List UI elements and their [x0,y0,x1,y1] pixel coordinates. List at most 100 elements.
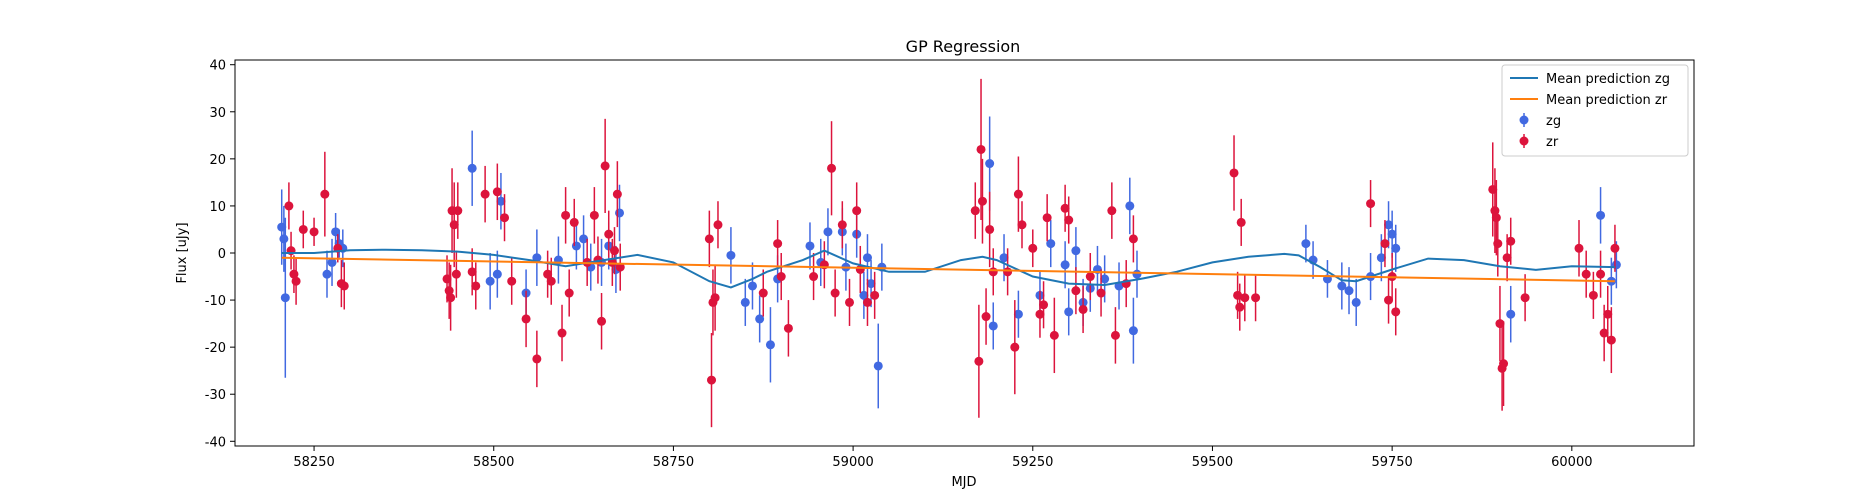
data-point-zr [837,220,847,230]
line-mean-prediction-zg [281,248,1615,289]
data-point-zr [1384,295,1394,305]
legend-label: Mean prediction zg [1546,72,1670,87]
legend-label: zg [1546,114,1561,129]
data-point-zg [1596,210,1606,220]
data-point-zg [755,314,765,324]
data-point-zr [985,224,995,234]
data-point-zr [852,206,862,216]
data-point-zg [1064,307,1074,317]
data-point-zr [827,163,837,173]
data-point-zr [320,189,330,199]
series-zr [284,78,1620,428]
data-point-zr [845,297,855,307]
data-point-zr [298,224,308,234]
data-point-zr [557,328,567,338]
data-point-zr [1003,267,1013,277]
data-point-zr [521,314,531,324]
data-point-zg [492,269,502,279]
data-point-zr [809,272,819,282]
data-point-zr [1251,293,1261,303]
plot-content [277,78,1621,428]
data-point-zr [449,220,459,230]
x-tick-label: 59750 [1371,455,1412,470]
legend-label: zr [1546,135,1559,150]
data-point-zg [988,321,998,331]
data-point-zr [615,262,625,272]
x-tick-label: 60000 [1551,455,1592,470]
data-point-zg [1391,243,1401,253]
data-point-zg [1387,229,1397,239]
data-point-zr [1071,286,1081,296]
data-point-zg [726,250,736,260]
data-point-zr [1229,168,1239,178]
data-point-zr [446,293,456,303]
data-point-zg [1344,286,1354,296]
y-axis: -40 -30 -20 -10 0 10 20 30 40 [205,59,235,450]
data-point-zr [444,286,454,296]
data-point-zr [870,290,880,300]
data-point-zr [507,276,517,286]
data-point-zr [974,356,984,366]
data-point-zg [1128,326,1138,336]
legend-item: Mean prediction zg [1510,72,1670,87]
y-tick-label: -20 [205,341,226,356]
data-point-zr [569,217,579,227]
data-point-zr [546,276,556,286]
data-point-zr [1028,243,1038,253]
data-point-zr [1574,243,1584,253]
data-point-zr [862,297,872,307]
data-point-zr [309,227,319,237]
data-point-zr [1581,269,1591,279]
legend-item: zg [1519,113,1561,129]
data-point-zg [615,208,625,218]
data-point-zr [1128,234,1138,244]
legend-label: Mean prediction zr [1546,93,1668,108]
data-point-zr [1493,239,1503,249]
data-point-zr [1235,302,1245,312]
data-point-zg [1125,201,1135,211]
data-point-zr [284,201,294,211]
data-point-zr [597,316,607,326]
data-point-zr [1236,217,1246,227]
data-point-zr [977,196,987,206]
data-point-zg [331,227,341,237]
data-point-zr [1107,206,1117,216]
data-point-zr [532,354,542,364]
data-point-zg [747,281,757,291]
data-point-zr [612,189,622,199]
data-point-zr [976,144,986,154]
data-point-zg [859,290,869,300]
data-point-zr [1596,269,1606,279]
data-point-zr [543,269,553,279]
data-point-zr [1013,189,1023,199]
data-point-zr [467,267,477,277]
data-point-zr [758,288,768,298]
data-point-zr [1380,239,1390,249]
legend: Mean prediction zg Mean prediction zr zg zr [1501,64,1689,157]
data-point-zr [776,272,786,282]
data-point-zg [1100,274,1110,284]
data-point-zr [451,269,461,279]
data-point-zr [609,246,619,256]
data-point-zr [291,276,301,286]
data-point-zg [740,297,750,307]
data-point-zr [1606,335,1616,345]
x-tick-label: 58750 [653,455,694,470]
y-tick-label: 40 [209,59,226,74]
data-point-zr [1085,272,1095,282]
data-point-zg [496,196,506,206]
data-point-zr [1520,293,1530,303]
legend-marker-swatch [1519,115,1529,125]
y-tick-label: 30 [209,106,226,121]
data-point-zr [1495,319,1505,329]
data-point-zg [1384,220,1394,230]
data-point-zg [866,279,876,289]
data-point-zr [604,229,614,239]
x-axis-label: MJD [951,475,976,490]
data-point-zg [999,253,1009,263]
y-tick-label: 0 [218,247,226,262]
y-tick-label: -10 [205,294,226,309]
x-tick-label: 58500 [473,455,514,470]
data-point-zr [471,281,481,291]
